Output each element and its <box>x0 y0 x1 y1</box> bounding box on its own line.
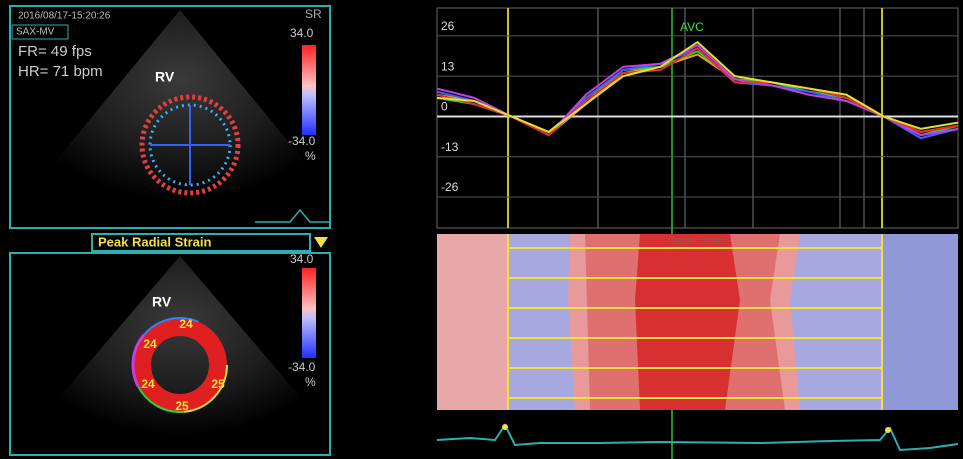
avc-label: AVC <box>680 20 704 34</box>
segment-lines <box>507 234 883 410</box>
plot-layer: 26 13 0 -13 -26 <box>436 19 959 198</box>
segment-value: 25 <box>211 377 225 391</box>
segment-border <box>131 316 229 414</box>
segment-border <box>132 317 228 413</box>
scale-max: 34.0 <box>290 26 314 40</box>
view-label: SAX-MV <box>16 27 55 38</box>
y-tick-label: 26 <box>441 19 455 33</box>
segment-border <box>132 317 228 413</box>
scale-unit: % <box>305 149 316 163</box>
scale-min: -34.0 <box>288 134 316 148</box>
segment-border <box>132 317 228 413</box>
scale-unit: % <box>305 375 316 389</box>
rv-label: RV <box>155 69 175 85</box>
dropdown[interactable] <box>314 237 328 248</box>
crosshair <box>150 105 230 185</box>
segment-value: 24 <box>179 317 193 331</box>
scale-min: -34.0 <box>288 360 316 374</box>
mini-ecg <box>255 208 330 223</box>
frame-rate: FR= 49 fps <box>18 43 92 60</box>
y-tick-label: -26 <box>441 180 459 194</box>
segment-value: 24 <box>143 337 157 351</box>
view-box <box>11 24 69 40</box>
color-bar <box>302 268 316 358</box>
strain-curve <box>436 40 959 134</box>
y-tick-label: -13 <box>441 140 459 154</box>
ultrasound-cone <box>40 10 320 210</box>
segment-value: 25 <box>175 399 189 413</box>
title-box <box>91 233 311 252</box>
speckle-ring <box>139 94 241 196</box>
ecg-trace <box>436 423 959 452</box>
strain-map-title: Radial Strain <box>668 236 725 247</box>
time-grid <box>597 8 865 228</box>
ultrasound-cone <box>40 256 320 445</box>
ecg-marker <box>502 424 508 430</box>
timestamp: 2016/08/17-15:20:26 <box>18 11 111 22</box>
color-bar <box>302 45 316 135</box>
rv-label: RV <box>152 294 172 310</box>
strain-band <box>882 234 958 410</box>
segment-value: 24 <box>141 377 155 391</box>
segment-ring <box>133 318 227 412</box>
bottom-title: Peak Radial Strain <box>98 234 211 249</box>
ecg-marker <box>885 427 891 433</box>
y-tick-label: 0 <box>441 100 448 114</box>
mode-label: SR <box>305 7 322 21</box>
y-tick-label: 13 <box>441 59 455 73</box>
strain-band <box>635 234 740 410</box>
scale-max: 34.0 <box>290 252 314 266</box>
heart-rate: HR= 71 bpm <box>18 63 103 80</box>
